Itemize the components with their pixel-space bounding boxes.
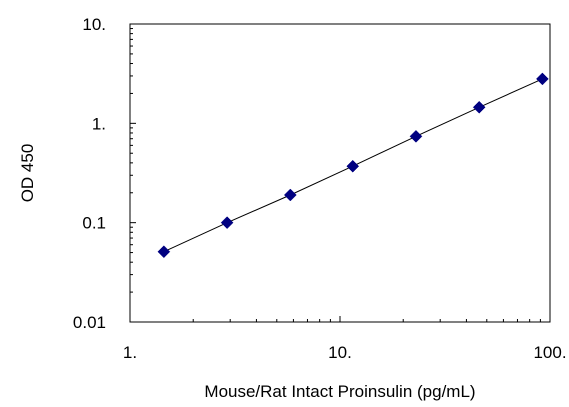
data-point xyxy=(472,100,486,114)
data-point xyxy=(220,216,234,230)
plot-area xyxy=(129,23,551,323)
x-tick-label: 10. xyxy=(328,343,352,362)
y-tick-label: 10. xyxy=(82,15,106,34)
data-point xyxy=(157,245,171,259)
y-tick-label: 0.1 xyxy=(82,214,106,233)
y-tick-label: 0.01 xyxy=(73,313,106,332)
data-point xyxy=(283,188,297,202)
x-tick-label: 100. xyxy=(533,343,566,362)
major-ticks xyxy=(129,23,551,323)
data-point xyxy=(536,72,549,86)
x-tick-label: 1. xyxy=(123,343,137,362)
minor-ticks xyxy=(130,28,541,322)
series-points xyxy=(157,72,549,259)
y-axis-title: OD 450 xyxy=(18,144,37,203)
x-tick-labels: 1. 10. 100. xyxy=(123,343,567,362)
data-point xyxy=(409,129,423,143)
y-tick-label: 1. xyxy=(92,114,106,133)
x-axis-title: Mouse/Rat Intact Proinsulin (pg/mL) xyxy=(204,382,475,401)
data-point xyxy=(346,159,360,173)
y-tick-labels: 0.01 0.1 1. 10. xyxy=(73,15,106,332)
